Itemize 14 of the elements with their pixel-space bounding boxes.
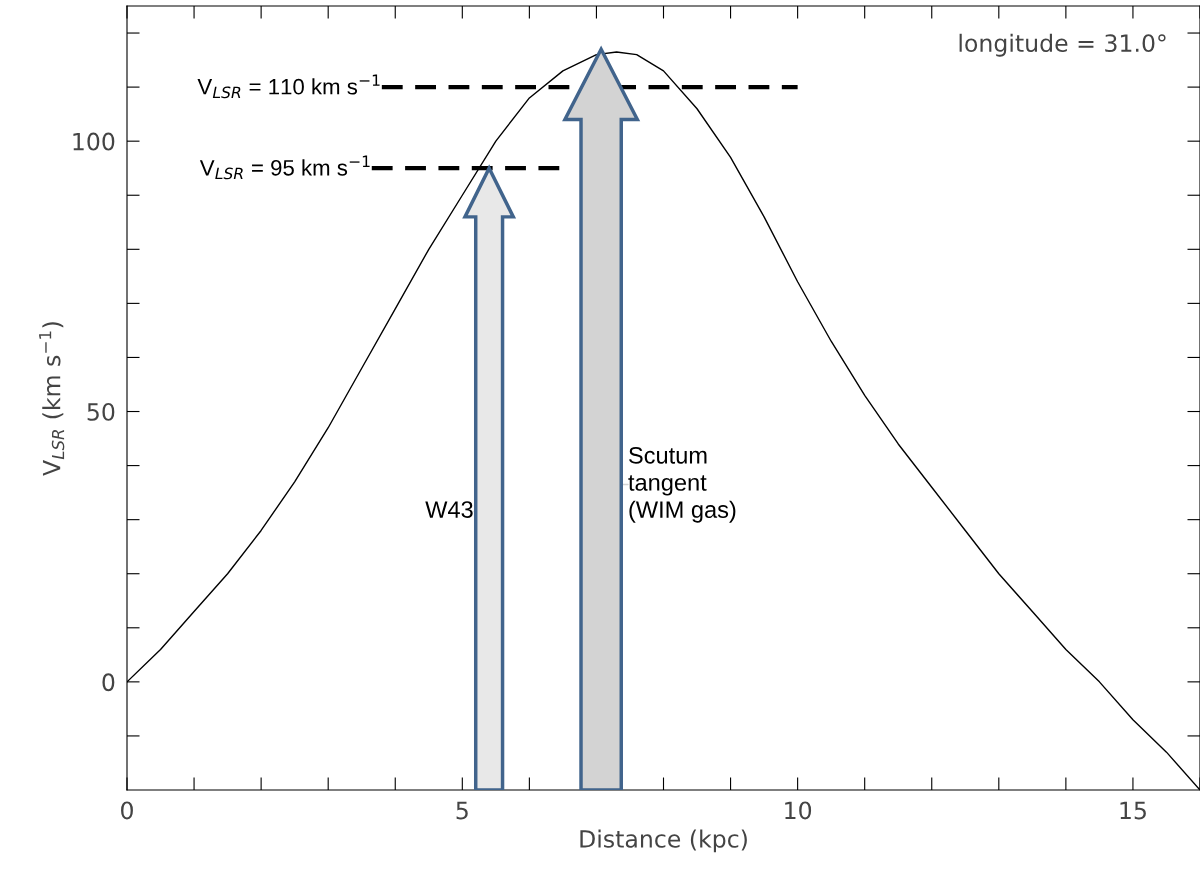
x-tick-label: 10 <box>785 801 812 820</box>
annotation: W43 <box>425 501 473 518</box>
y-tick-label: 50 <box>87 402 115 421</box>
y-tick-label: 100 <box>73 132 115 151</box>
annotation: longitude = 31.0° <box>959 33 1166 57</box>
annotation: Scutum tangent (WIM gas) <box>628 446 736 523</box>
x-tick-label: 0 <box>121 801 133 820</box>
x-tick-label: 15 <box>1120 801 1146 820</box>
series-label: V$_{LSR}$ = 110 km s$^{−1}$ <box>197 74 380 99</box>
x-tick-label: 5 <box>456 801 468 820</box>
series-label: V$_{LSR}$ = 95 km s$^{−1}$ <box>199 155 370 180</box>
x-axis-title: Distance (kpc) <box>580 829 747 853</box>
y-axis-title: V$_{LSR}$ (km s$^{−1}$) <box>39 322 65 476</box>
y-tick-label: 0 <box>102 673 115 692</box>
